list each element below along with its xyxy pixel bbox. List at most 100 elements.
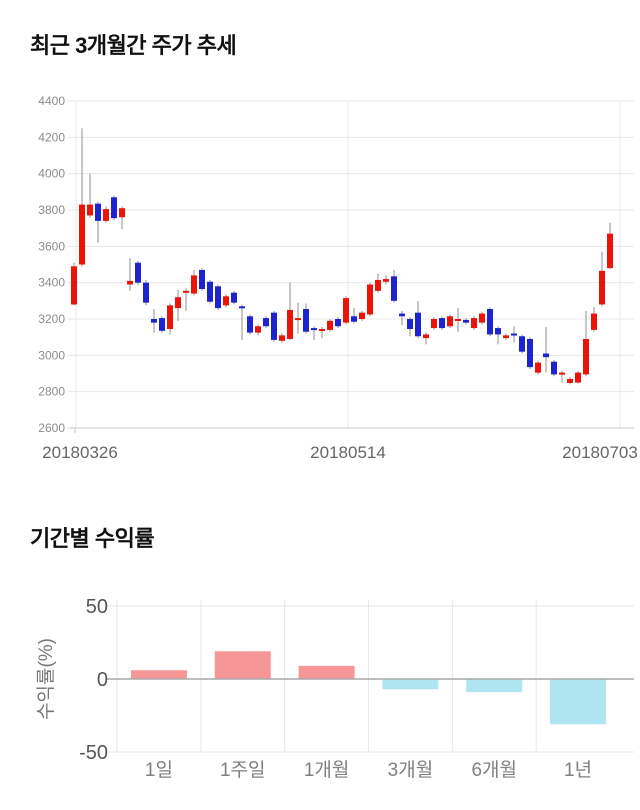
- candle-body: [311, 328, 317, 331]
- price-axis-tick: 4000: [38, 167, 65, 181]
- candle-body: [479, 313, 485, 323]
- candle-body: [391, 276, 397, 301]
- candle-body: [255, 326, 261, 333]
- candle-body: [135, 262, 141, 283]
- return-bar: [298, 665, 355, 679]
- candle-down: [303, 303, 309, 334]
- candle-up: [71, 262, 77, 306]
- return-axis-title: 수익률(%): [35, 638, 57, 720]
- candle-body: [487, 309, 493, 335]
- candle-body: [295, 318, 301, 321]
- candle-up: [295, 302, 301, 334]
- candle-body: [431, 319, 437, 329]
- candle-up: [455, 308, 461, 332]
- candle-body: [127, 280, 133, 285]
- candle-body: [439, 318, 445, 329]
- candle-up: [343, 296, 349, 325]
- return-bar: [214, 651, 271, 679]
- return-axis-tick: 50: [86, 596, 108, 618]
- candle-body: [215, 286, 221, 309]
- candle-body: [87, 204, 93, 216]
- candle-down: [215, 284, 221, 310]
- candle-body: [503, 335, 509, 339]
- candle-body: [79, 204, 85, 265]
- candle-body: [335, 319, 341, 327]
- candle-body: [167, 305, 173, 329]
- candle-body: [279, 335, 285, 341]
- candle-down: [143, 279, 149, 306]
- candle-body: [607, 233, 613, 269]
- candle-body: [239, 306, 245, 309]
- candle-up: [471, 316, 477, 330]
- candle-body: [551, 361, 557, 375]
- candle-body: [423, 334, 429, 339]
- returns-bar-chart: 50 0 -50 수익률(%) 1일 1주일 1개월 3개월 6개월 1년: [35, 596, 634, 781]
- candle-body: [103, 209, 109, 221]
- category-label: 1주일: [220, 759, 266, 781]
- date-axis-label: 20180703: [562, 443, 638, 462]
- candle-body: [575, 372, 581, 383]
- candle-up: [503, 333, 509, 340]
- candle-body: [175, 297, 181, 309]
- candle-body: [415, 312, 421, 337]
- candle-body: [447, 316, 453, 327]
- candle-down: [495, 326, 501, 345]
- candle-body: [559, 372, 565, 375]
- candle-body: [351, 316, 357, 322]
- category-label: 6개월: [471, 759, 517, 781]
- candle-body: [463, 319, 469, 323]
- candle-body: [207, 281, 213, 302]
- candle-down: [247, 314, 253, 335]
- candle-body: [287, 309, 293, 339]
- candle-down: [199, 268, 205, 291]
- candle-body: [327, 320, 333, 330]
- candle-body: [247, 316, 253, 333]
- candle-up: [559, 370, 565, 383]
- return-axis-tick: -50: [79, 742, 108, 764]
- candle-body: [271, 312, 277, 340]
- candle-body: [527, 338, 533, 368]
- candle-body: [407, 319, 413, 329]
- candle-down: [335, 317, 341, 329]
- candle-body: [183, 290, 189, 293]
- candle-body: [543, 353, 549, 358]
- price-axis-tick: 3400: [38, 276, 65, 290]
- candle-up: [103, 206, 109, 223]
- candle-body: [151, 319, 157, 323]
- candle-up: [583, 310, 589, 377]
- candle-up: [167, 303, 173, 335]
- candle-up: [127, 258, 133, 291]
- candle-down: [487, 307, 493, 337]
- candle-up: [287, 282, 293, 340]
- candle-body: [399, 313, 405, 317]
- candle-down: [551, 359, 557, 377]
- candle-down: [159, 316, 165, 333]
- return-bar: [382, 679, 439, 690]
- candle-body: [95, 203, 101, 221]
- candle-up: [183, 288, 189, 311]
- candle-up: [423, 332, 429, 345]
- candle-body: [495, 328, 501, 335]
- candle-body: [119, 208, 125, 218]
- return-bar: [130, 670, 187, 679]
- candle-down: [239, 304, 245, 340]
- candle-down: [95, 201, 101, 243]
- candle-up: [87, 173, 93, 219]
- candle-down: [463, 318, 469, 325]
- candle-body: [375, 279, 381, 291]
- price-axis-tick: 3800: [38, 203, 65, 217]
- candle-body: [511, 333, 517, 336]
- candle-body: [535, 362, 541, 373]
- candle-down: [407, 317, 413, 337]
- candle-body: [359, 312, 365, 319]
- candle-body: [367, 284, 373, 315]
- price-axis-tick: 3600: [38, 239, 65, 253]
- price-axis-tick: 4200: [38, 130, 65, 144]
- candle-up: [383, 275, 389, 285]
- candle-up: [447, 314, 453, 329]
- candle-up: [327, 319, 333, 332]
- return-bar: [466, 679, 523, 693]
- candle-up: [79, 128, 85, 267]
- candle-down: [399, 310, 405, 326]
- candle-up: [359, 310, 365, 321]
